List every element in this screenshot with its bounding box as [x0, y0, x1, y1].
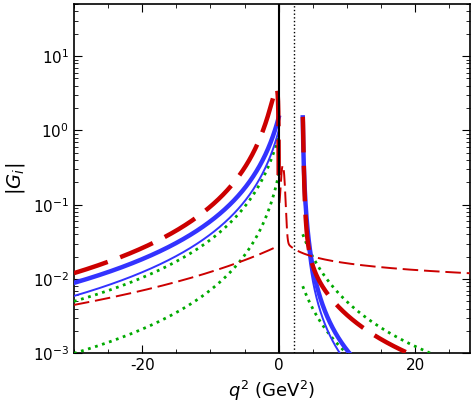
Y-axis label: $|G_i|$: $|G_i|$	[4, 163, 27, 195]
X-axis label: $q^2\ \mathrm{(GeV^2)}$: $q^2\ \mathrm{(GeV^2)}$	[228, 379, 316, 403]
